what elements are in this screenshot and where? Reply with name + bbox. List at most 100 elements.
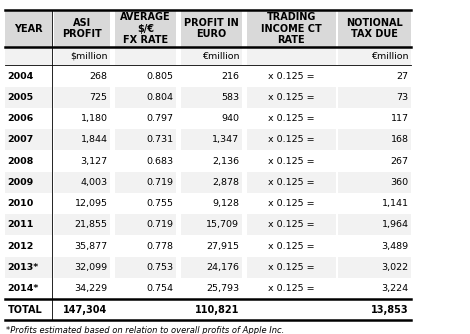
Bar xyxy=(338,193,411,214)
Bar xyxy=(115,87,176,108)
Bar xyxy=(247,193,336,214)
Text: x 0.125 =: x 0.125 = xyxy=(268,220,315,229)
Bar xyxy=(181,47,242,65)
Text: 4,003: 4,003 xyxy=(80,178,108,187)
Text: 15,709: 15,709 xyxy=(206,220,239,229)
Text: 117: 117 xyxy=(391,114,408,123)
Bar xyxy=(115,65,176,87)
Text: TOTAL: TOTAL xyxy=(8,305,42,315)
Bar xyxy=(247,10,336,47)
Text: x 0.125 =: x 0.125 = xyxy=(268,284,315,293)
Bar xyxy=(5,10,52,47)
Text: 2013*: 2013* xyxy=(8,263,39,272)
Bar xyxy=(54,108,110,129)
Bar xyxy=(181,172,242,193)
Text: 0.805: 0.805 xyxy=(147,71,173,80)
Bar xyxy=(54,150,110,172)
Bar xyxy=(5,235,52,257)
Text: 360: 360 xyxy=(390,178,408,187)
Text: 0.778: 0.778 xyxy=(147,241,173,250)
Bar xyxy=(181,235,242,257)
Text: 3,224: 3,224 xyxy=(381,284,408,293)
Bar xyxy=(247,235,336,257)
Text: 24,176: 24,176 xyxy=(206,263,239,272)
Text: 2011: 2011 xyxy=(8,220,34,229)
Bar xyxy=(115,172,176,193)
Text: 3,022: 3,022 xyxy=(381,263,408,272)
Text: TRADING
INCOME CT
RATE: TRADING INCOME CT RATE xyxy=(261,12,322,45)
Text: 940: 940 xyxy=(221,114,239,123)
Text: 1,844: 1,844 xyxy=(81,135,108,144)
Bar xyxy=(338,87,411,108)
Bar xyxy=(5,108,52,129)
Text: *Profits estimated based on relation to overall profits of Apple Inc.: *Profits estimated based on relation to … xyxy=(6,326,284,334)
Text: 3,127: 3,127 xyxy=(80,157,108,166)
Text: x 0.125 =: x 0.125 = xyxy=(268,93,315,102)
Bar xyxy=(54,65,110,87)
Text: 0.683: 0.683 xyxy=(146,157,173,166)
Bar xyxy=(5,87,52,108)
Text: 3,489: 3,489 xyxy=(381,241,408,250)
Text: 2008: 2008 xyxy=(8,157,34,166)
Bar xyxy=(5,299,52,320)
Bar xyxy=(5,129,52,150)
Bar xyxy=(247,214,336,235)
Text: 0.755: 0.755 xyxy=(147,199,173,208)
Text: 110,821: 110,821 xyxy=(195,305,239,315)
Text: 13,853: 13,853 xyxy=(371,305,408,315)
Bar xyxy=(54,172,110,193)
Bar xyxy=(54,193,110,214)
Text: 12,095: 12,095 xyxy=(75,199,108,208)
Text: 2012: 2012 xyxy=(8,241,34,250)
Bar xyxy=(54,129,110,150)
Bar xyxy=(181,87,242,108)
Text: 0.753: 0.753 xyxy=(146,263,173,272)
Text: 35,877: 35,877 xyxy=(75,241,108,250)
Bar xyxy=(181,150,242,172)
Text: YEAR: YEAR xyxy=(14,24,42,34)
Text: 27,915: 27,915 xyxy=(206,241,239,250)
Bar xyxy=(338,214,411,235)
Bar xyxy=(247,150,336,172)
Text: €million: €million xyxy=(371,52,408,61)
Bar xyxy=(115,235,176,257)
Bar xyxy=(338,10,411,47)
Bar xyxy=(115,150,176,172)
Bar xyxy=(247,87,336,108)
Text: 25,793: 25,793 xyxy=(206,284,239,293)
Bar xyxy=(338,257,411,278)
Bar xyxy=(338,150,411,172)
Bar xyxy=(54,235,110,257)
Text: 0.719: 0.719 xyxy=(147,220,173,229)
Bar xyxy=(247,47,336,65)
Bar xyxy=(247,257,336,278)
Bar xyxy=(5,193,52,214)
Text: 216: 216 xyxy=(221,71,239,80)
Bar xyxy=(181,257,242,278)
Text: $million: $million xyxy=(70,52,108,61)
Text: x 0.125 =: x 0.125 = xyxy=(268,135,315,144)
Bar xyxy=(181,10,242,47)
Bar xyxy=(54,47,110,65)
Text: 21,855: 21,855 xyxy=(75,220,108,229)
Text: 0.754: 0.754 xyxy=(147,284,173,293)
Bar xyxy=(5,172,52,193)
Bar xyxy=(115,129,176,150)
Text: PROFIT IN
EURO: PROFIT IN EURO xyxy=(184,18,239,39)
Bar xyxy=(5,47,52,65)
Bar xyxy=(338,65,411,87)
Bar xyxy=(338,235,411,257)
Text: NOTIONAL
TAX DUE: NOTIONAL TAX DUE xyxy=(346,18,403,39)
Text: 2004: 2004 xyxy=(8,71,34,80)
Text: 725: 725 xyxy=(90,93,108,102)
Text: 0.797: 0.797 xyxy=(147,114,173,123)
Bar xyxy=(181,129,242,150)
Text: €million: €million xyxy=(202,52,239,61)
Text: 1,964: 1,964 xyxy=(382,220,408,229)
Text: x 0.125 =: x 0.125 = xyxy=(268,178,315,187)
Text: 2010: 2010 xyxy=(8,199,34,208)
Text: x 0.125 =: x 0.125 = xyxy=(268,241,315,250)
Bar xyxy=(338,172,411,193)
Text: 168: 168 xyxy=(391,135,408,144)
Text: 1,180: 1,180 xyxy=(81,114,108,123)
